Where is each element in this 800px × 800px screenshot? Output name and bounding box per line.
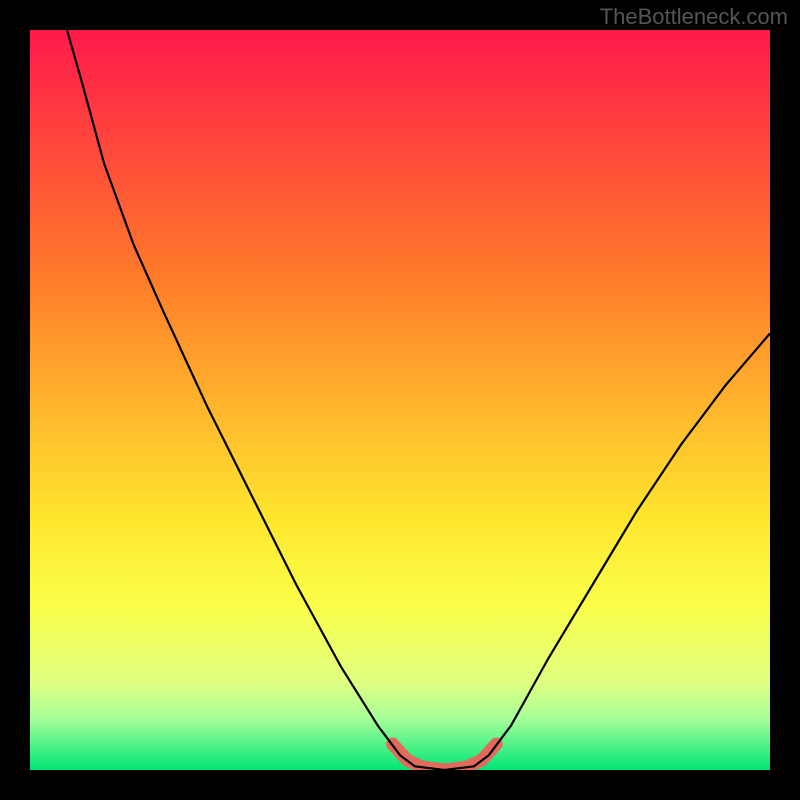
bottleneck-curve <box>67 30 770 770</box>
highlight-segment <box>393 744 497 770</box>
chart-svg <box>30 30 770 770</box>
chart-plot-area <box>30 30 770 770</box>
watermark-text: TheBottleneck.com <box>600 4 788 30</box>
